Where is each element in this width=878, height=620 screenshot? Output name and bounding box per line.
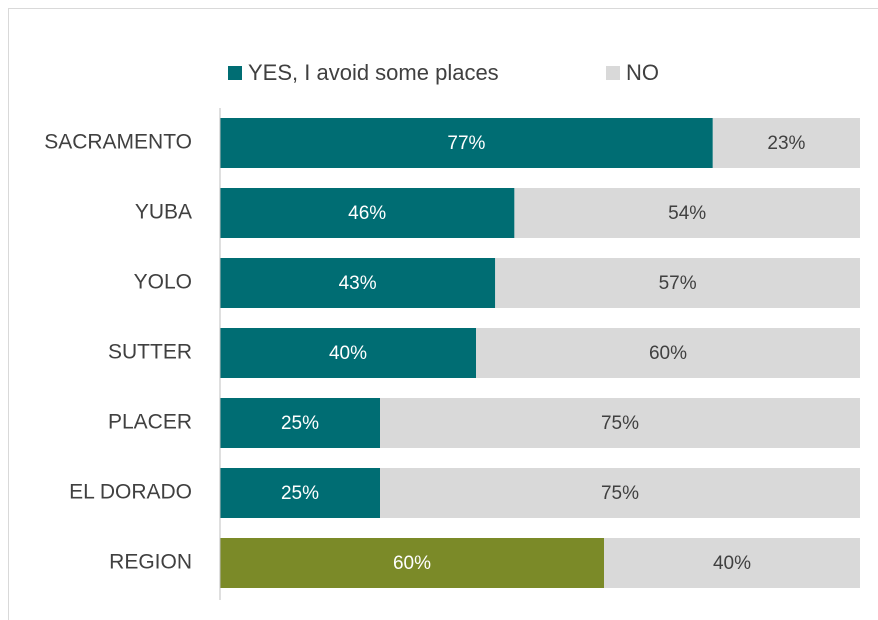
data-label: 60%: [649, 343, 687, 364]
bar-segment: [220, 538, 604, 588]
category-label: EL DORADO: [69, 481, 192, 504]
data-label: 40%: [329, 343, 367, 364]
legend-swatch: [606, 66, 620, 80]
chart-frame: [8, 8, 878, 620]
bar-segment: [495, 258, 860, 308]
bar-segment: [380, 468, 860, 518]
data-label: 60%: [393, 553, 431, 574]
bar-segment: [712, 118, 860, 168]
legend-swatch: [228, 66, 242, 80]
bar-segment: [220, 118, 713, 168]
data-label: 57%: [659, 273, 697, 294]
data-label: 40%: [713, 553, 751, 574]
category-label: YUBA: [135, 201, 192, 224]
data-label: 54%: [668, 203, 706, 224]
data-label: 46%: [348, 203, 386, 224]
bar-segment: [380, 398, 860, 448]
legend-label: YES, I avoid some places: [248, 60, 499, 85]
bar-segment: [604, 538, 860, 588]
category-label: YOLO: [134, 271, 192, 294]
category-label: REGION: [109, 551, 192, 574]
data-label: 43%: [339, 273, 377, 294]
data-label: 25%: [281, 413, 319, 434]
legend-label: NO: [626, 60, 659, 85]
data-label: 75%: [601, 483, 639, 504]
bar-segment: [476, 328, 860, 378]
data-label: 77%: [447, 133, 485, 154]
bar-segment: [220, 328, 476, 378]
bar-segment: [220, 258, 496, 308]
bar-segment: [220, 398, 380, 448]
bar-segment: [220, 468, 380, 518]
bar-segment: [220, 188, 515, 238]
category-label: SUTTER: [108, 341, 192, 364]
data-label: 23%: [767, 133, 805, 154]
bar-segment: [514, 188, 860, 238]
data-label: 25%: [281, 483, 319, 504]
category-label: SACRAMENTO: [44, 131, 192, 154]
category-label: PLACER: [108, 411, 192, 434]
data-label: 75%: [601, 413, 639, 434]
